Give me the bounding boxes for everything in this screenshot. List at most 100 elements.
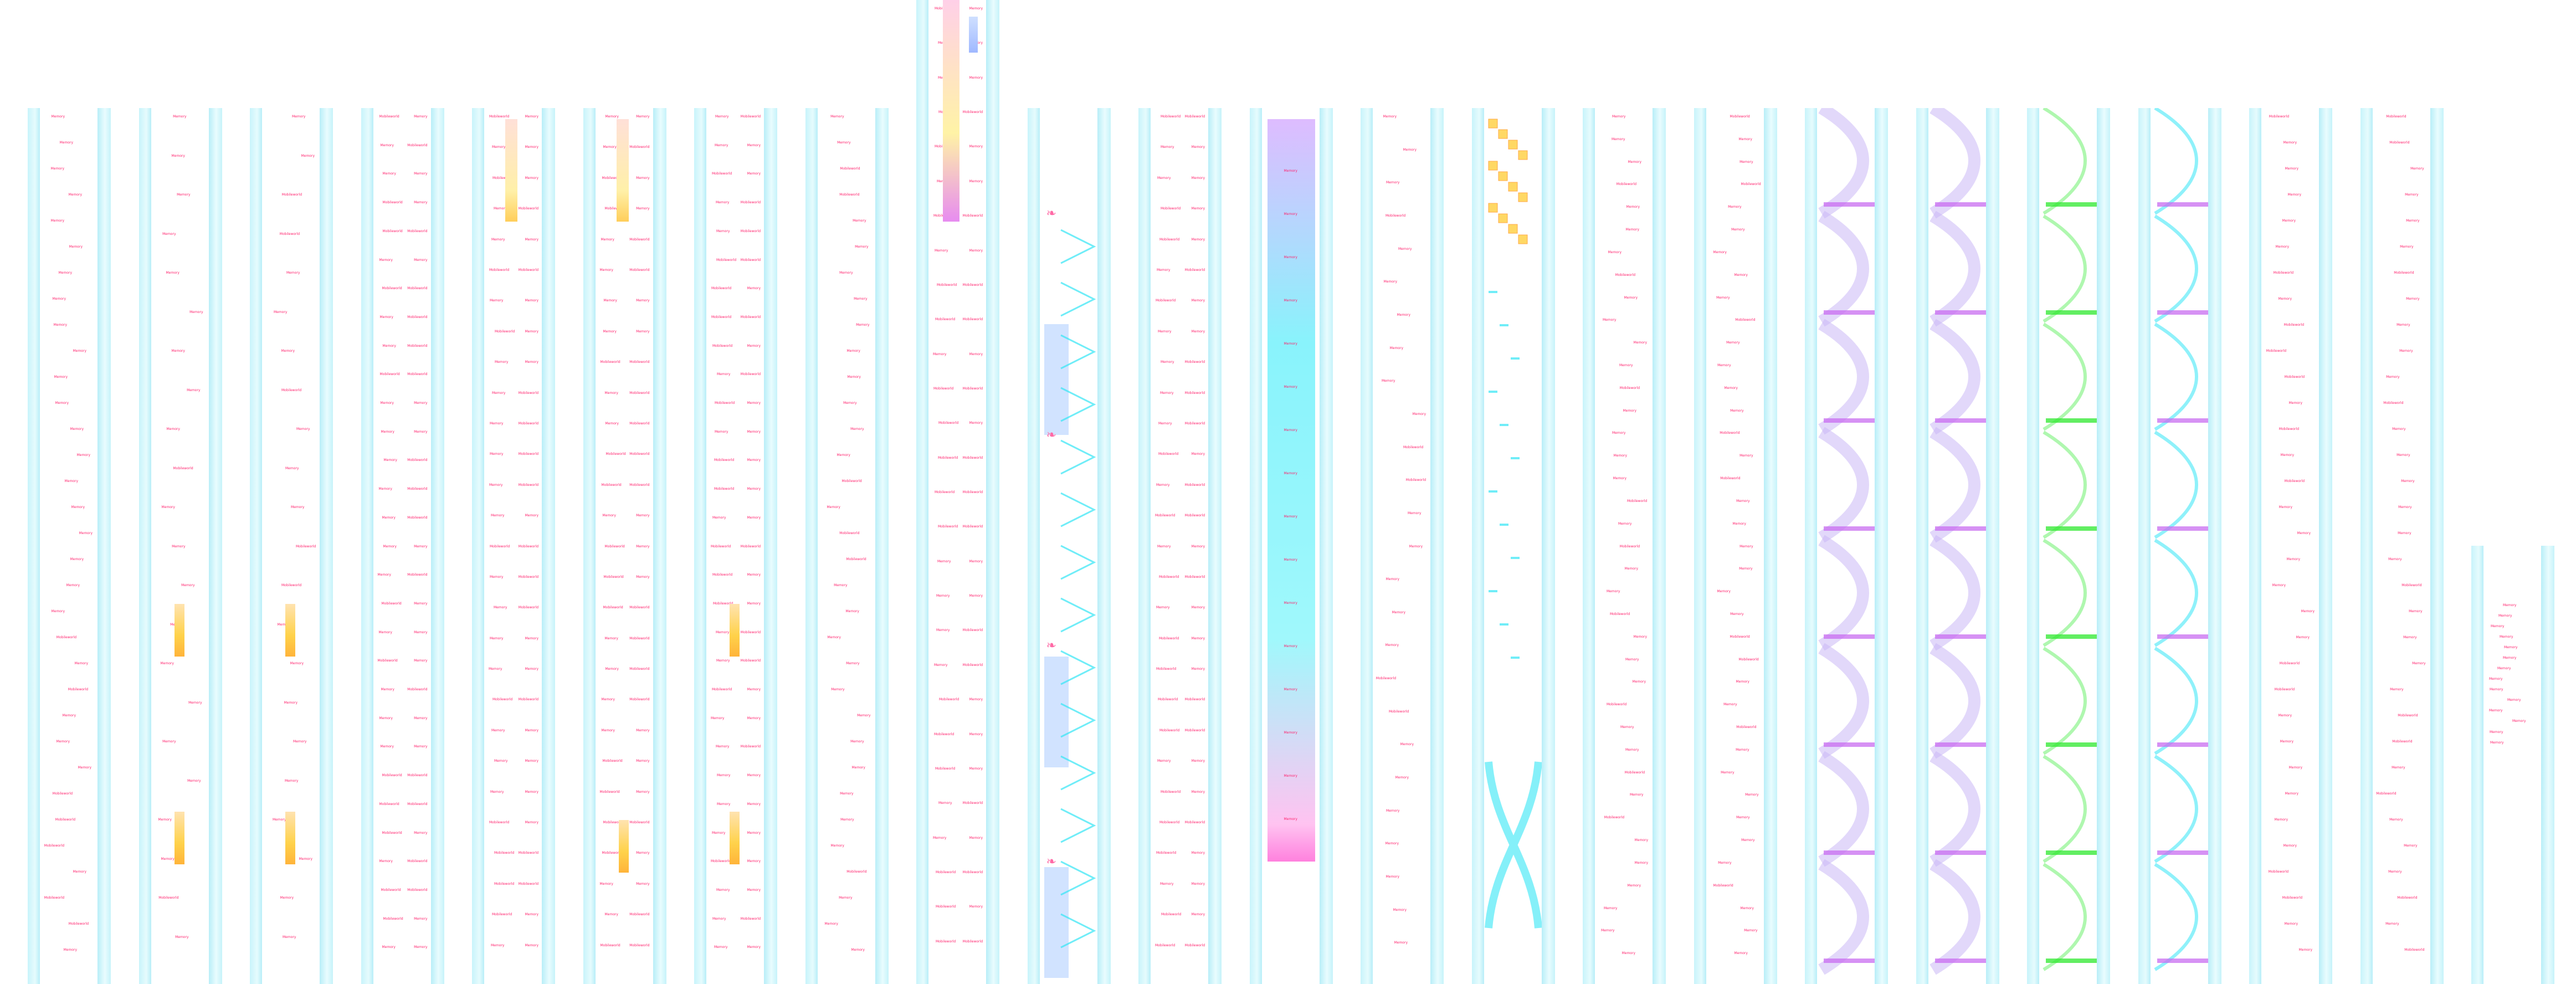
label-text: Mobileworld — [2284, 479, 2305, 483]
label-text: Memory — [1718, 860, 1732, 865]
label-text: Mobileworld — [962, 525, 983, 529]
label-text: Memory — [2497, 667, 2511, 671]
label-text: Memory — [1284, 688, 1297, 691]
label-text: Mobileworld — [1156, 299, 1176, 303]
label-text: Memory — [747, 831, 761, 835]
label-text: Memory — [1284, 644, 1297, 648]
label-text: Mobileworld — [489, 821, 510, 825]
stripe-bar — [1934, 850, 1988, 855]
label-text: Mobileworld — [1155, 943, 1176, 947]
label-text: Mobileworld — [1616, 182, 1636, 187]
label-text: Memory — [2398, 531, 2411, 535]
label-text: Memory — [837, 141, 851, 145]
label-text: Mobileworld — [489, 268, 510, 272]
label-text: Memory — [1284, 169, 1297, 173]
label-text: Memory — [1284, 601, 1297, 605]
label-text: Memory — [636, 882, 650, 886]
label-text: Memory — [969, 75, 983, 80]
label-text: Memory — [382, 172, 396, 176]
column-rail-left — [2027, 108, 2039, 984]
label-text: Mobileworld — [1624, 770, 1645, 775]
swirl-glyph: ❧ — [1046, 639, 1056, 653]
label-text: Mobileworld — [407, 372, 428, 377]
label-text: Memory — [1741, 838, 1755, 843]
label-text: Memory — [2397, 453, 2410, 457]
column-rail-right — [1875, 108, 1888, 984]
label-text: Mobileworld — [2279, 662, 2300, 665]
arc-band — [2043, 214, 2087, 323]
label-text: Memory — [1734, 273, 1748, 277]
orange-square — [1498, 129, 1507, 139]
label-text: Memory — [599, 268, 613, 272]
label-text: Memory — [605, 667, 619, 672]
label-text: Memory — [1191, 544, 1205, 549]
label-text: Memory — [76, 453, 90, 457]
label-text: Memory — [1412, 412, 1426, 416]
label-text: Memory — [2388, 870, 2402, 874]
label-text: Memory — [2398, 505, 2412, 509]
label-text: Memory — [636, 115, 650, 119]
label-text: Memory — [1625, 747, 1639, 752]
label-text: Memory — [69, 245, 83, 249]
label-text: Memory — [1623, 408, 1636, 413]
label-text: Memory — [1625, 228, 1639, 232]
label-text: Mobileworld — [1615, 273, 1635, 277]
label-text: Mobileworld — [712, 344, 733, 348]
label-text: Mobileworld — [518, 268, 538, 272]
arc-band — [2153, 539, 2198, 647]
label-text: Mobileworld — [2376, 792, 2397, 796]
label-text: Memory — [291, 505, 305, 509]
label-text: Memory — [1191, 145, 1205, 150]
stripe-bar — [1934, 310, 1988, 315]
stripe-bar — [2157, 634, 2210, 639]
label-text: Mobileworld — [1158, 452, 1179, 457]
label-text: Mobileworld — [740, 630, 761, 634]
label-text: Mobileworld — [962, 317, 983, 322]
label-text: Mobileworld — [1720, 476, 1741, 481]
label-text: Mobileworld — [740, 201, 761, 205]
label-text: Mobileworld — [490, 544, 510, 549]
label-text: Memory — [1612, 115, 1626, 119]
label-text: Memory — [847, 375, 861, 379]
label-text: Memory — [1284, 212, 1297, 216]
label-text: Memory — [937, 559, 951, 563]
label-text: Mobileworld — [281, 388, 302, 392]
column-c22: Mobileworld Mobileworld Memory Memory Memory… — [2360, 108, 2444, 984]
label-text: Mobileworld — [407, 573, 428, 577]
label-text: Memory — [1383, 280, 1397, 284]
label-text: Mobileworld — [846, 870, 867, 874]
label-text: Memory — [2500, 635, 2513, 639]
label-text: Memory — [2503, 656, 2517, 660]
label-text: Mobileworld — [1730, 634, 1750, 639]
label-text: Memory — [280, 896, 294, 900]
label-text: Memory — [636, 514, 650, 518]
label-text: Mobileworld — [1619, 544, 1640, 549]
label-text: Mobileworld — [1184, 575, 1205, 579]
label-text: Mobileworld — [839, 531, 860, 535]
label-text: Memory — [380, 401, 394, 405]
label-text: Mobileworld — [379, 115, 399, 119]
label-text: Memory — [1745, 793, 1759, 797]
label-text: Memory — [747, 429, 761, 434]
column-rail-left — [2249, 108, 2261, 984]
label-text: Memory — [378, 630, 392, 634]
label-text: Memory — [414, 201, 428, 205]
label-text: Memory — [747, 688, 761, 691]
label-text: Mobileworld — [629, 421, 650, 426]
label-text: Mobileworld — [629, 636, 650, 640]
label-text: Memory — [1191, 329, 1205, 334]
label-text: Memory — [1191, 882, 1205, 886]
label-text: Memory — [747, 716, 761, 720]
column-c08: Memory Memory Mobileworld Mobileworld Memory… — [805, 108, 889, 984]
label-text: Mobileworld — [1184, 821, 1205, 825]
label-text: Mobileworld — [489, 115, 510, 119]
label-text: Memory — [1730, 408, 1744, 413]
label-text: Memory — [716, 630, 730, 634]
highlight-bar — [730, 812, 740, 864]
label-text: Memory — [490, 575, 504, 579]
highlight-bar — [943, 0, 959, 222]
label-text: Memory — [602, 514, 616, 518]
label-text: Memory — [273, 818, 286, 822]
label-text: Memory — [2288, 766, 2302, 770]
label-text: Mobileworld — [962, 663, 983, 667]
